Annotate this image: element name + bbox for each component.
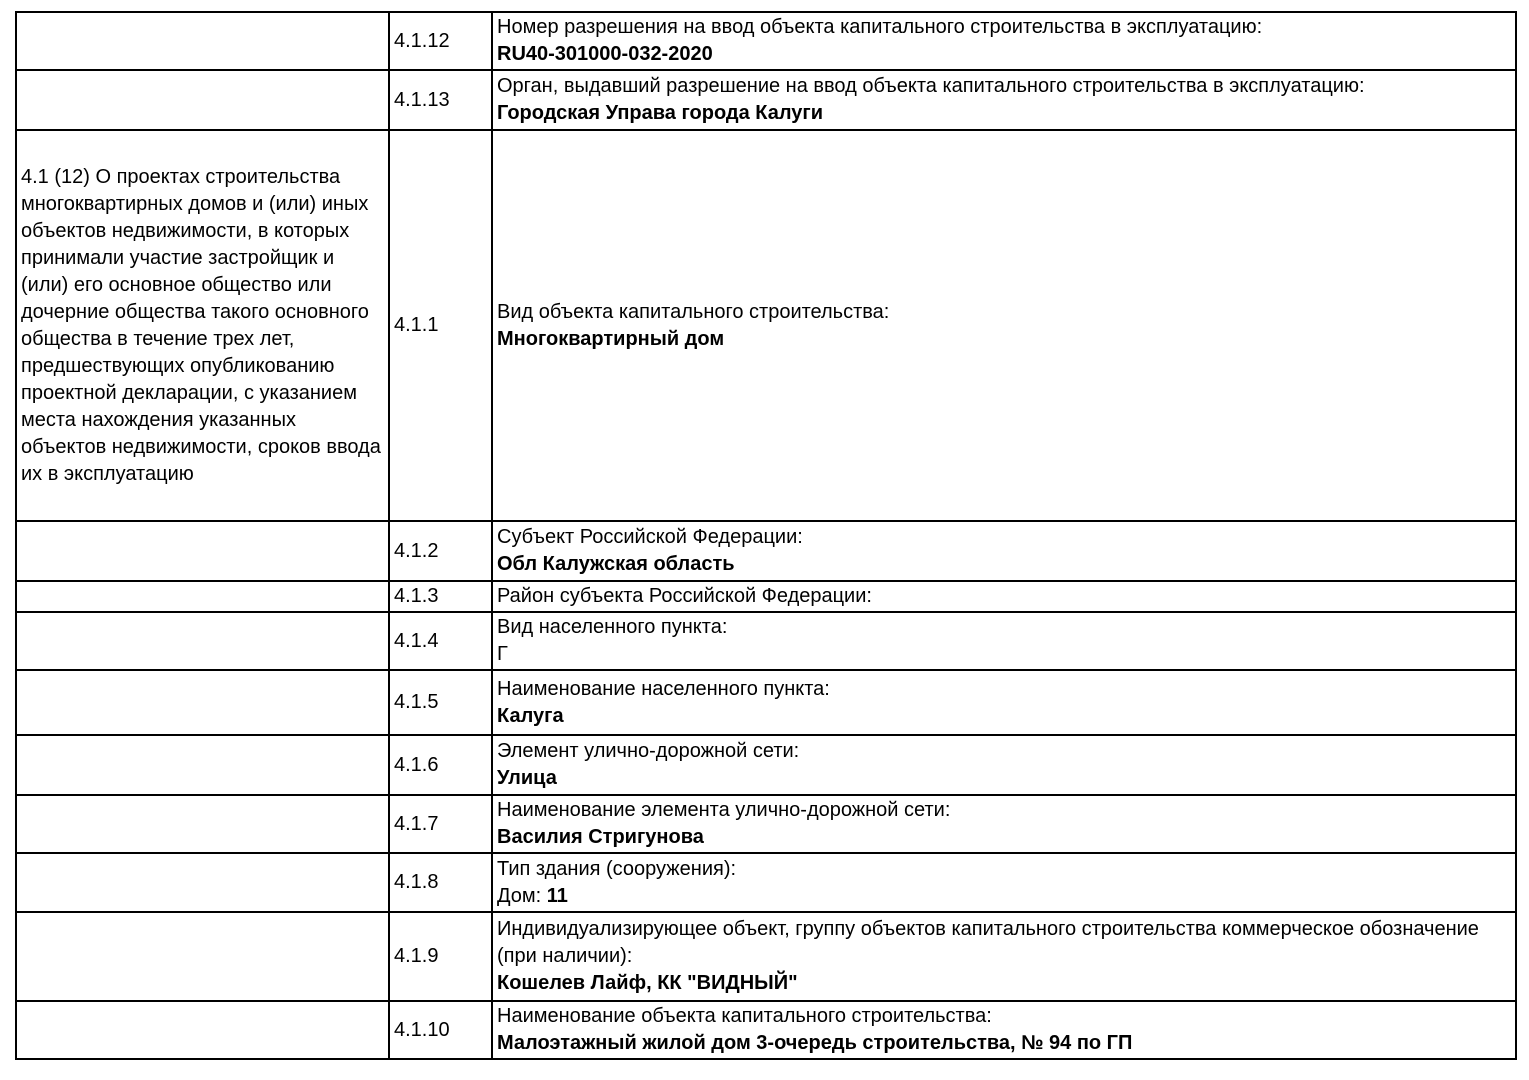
field-label-text: Дом: [497,884,547,907]
field-label-text: Наименование элемента улично-дорожной се… [497,799,951,821]
table-row: 4.1.12 Номер разрешения на ввод объекта … [15,11,1517,71]
row-number-cell: 4.1.1 [388,129,493,522]
row-side-cell [15,669,390,736]
field-label-line: Наименование населенного пункта: [497,676,1511,703]
field-label-line: Тип здания (сооружения): [497,856,1511,883]
row-number-cell: 4.1.12 [388,11,493,71]
field-label-line: Индивидуализирующее объект, группу объек… [497,916,1511,970]
row-content-cell: Наименование объекта капитального строит… [491,1000,1517,1060]
field-label-text: Орган, выдавший разрешение на ввод объек… [497,75,1365,97]
row-side-cell-section-note: 4.1 (12) О проектах строительства многок… [15,129,390,522]
field-value-text: 11 [546,884,568,907]
table-row: 4.1.2 Субъект Российской Федерации: Обл К… [15,520,1517,582]
row-number-cell: 4.1.2 [388,520,493,582]
row-content-cell: Элемент улично-дорожной сети: Улица [491,734,1517,796]
field-label-text: Наименование населенного пункта: [497,677,830,700]
row-number-cell: 4.1.13 [388,69,493,131]
field-label-line: Наименование объекта капитального строит… [497,1003,1511,1030]
row-content-cell: Индивидуализирующее объект, группу объек… [491,911,1517,1002]
row-side-cell [15,520,390,582]
field-value-line: Улица [497,765,1511,792]
field-label-text: Тип здания (сооружения): [497,857,737,880]
field-value-text: RU40-301000-032-2020 [497,43,713,65]
field-value-text: Городская Управа города Калуги [497,102,824,124]
table-row: 4.1.3 Район субъекта Российской Федераци… [15,580,1517,613]
field-label-line: Вид населенного пункта: [497,614,1511,641]
field-label-text: Субъект Российской Федерации: [497,526,803,548]
field-label-text: Элемент улично-дорожной сети: [497,740,800,762]
table-row: 4.1.13 Орган, выдавший разрешение на вво… [15,69,1517,131]
row-side-cell [15,734,390,796]
field-label-line: Субъект Российской Федерации: [497,524,1511,551]
field-value-line: Г [497,641,1511,668]
field-label-line: Наименование элемента улично-дорожной се… [497,797,1511,824]
row-content-cell: Наименование элемента улично-дорожной се… [491,794,1517,854]
field-label-text: Вид объекта капитального строительства: [497,300,890,323]
field-value-text: Улица [497,767,557,789]
field-label-line: Вид объекта капитального строительства: [497,299,1511,326]
field-label-text: Вид населенного пункта: [497,616,728,638]
field-label-line: Номер разрешения на ввод объекта капитал… [497,14,1511,41]
table-row: 4.1.7 Наименование элемента улично-дорож… [15,794,1517,854]
table-row: 4.1.9 Индивидуализирующее объект, группу… [15,911,1517,1002]
row-content-cell: Наименование населенного пункта: Калуга [491,669,1517,736]
document-page: { "document": { "type": "project-declara… [0,11,1529,1080]
field-value-line: Городская Управа города Калуги [497,100,1511,127]
field-label-text: Индивидуализирующее объект, группу объек… [497,918,1479,967]
field-label-text: Наименование объекта капитального строит… [497,1005,992,1027]
row-side-cell [15,611,390,671]
row-content-cell: Район субъекта Российской Федерации: [491,580,1517,613]
row-content-cell: Номер разрешения на ввод объекта капитал… [491,11,1517,71]
row-content-cell: Субъект Российской Федерации: Обл Калужск… [491,520,1517,582]
row-number-cell: 4.1.9 [388,911,493,1002]
field-value-text: Малоэтажный жилой дом 3-очередь строител… [497,1032,1133,1054]
row-content-cell: Тип здания (сооружения): Дом: 11 [491,852,1517,913]
row-content-cell: Вид объекта капитального строительства: М… [491,129,1517,522]
row-side-cell [15,911,390,1002]
row-number-cell: 4.1.8 [388,852,493,913]
row-number-cell: 4.1.4 [388,611,493,671]
field-label-text: Номер разрешения на ввод объекта капитал… [497,16,1263,38]
field-value-line: Обл Калужская область [497,551,1511,578]
table-row: 4.1.6 Элемент улично-дорожной сети: Улица [15,734,1517,796]
field-value-text: Обл Калужская область [497,553,735,575]
row-number-cell: 4.1.3 [388,580,493,613]
table-body: 4.1.12 Номер разрешения на ввод объекта … [15,11,1517,1060]
field-label-line: Орган, выдавший разрешение на ввод объек… [497,73,1511,100]
field-label-line: Район субъекта Российской Федерации: [497,583,1511,610]
row-side-cell [15,852,390,913]
field-value-text: Многоквартирный дом [497,327,725,350]
field-label-text: Г [497,643,508,665]
field-value-line: RU40-301000-032-2020 [497,41,1511,68]
row-number-cell: 4.1.7 [388,794,493,854]
table-row: 4.1.4 Вид населенного пункта: Г [15,611,1517,671]
row-side-cell [15,1000,390,1060]
row-side-cell [15,11,390,71]
field-value-line: Дом: 11 [497,883,1511,910]
field-value-line: Малоэтажный жилой дом 3-очередь строител… [497,1030,1511,1057]
row-number-cell: 4.1.6 [388,734,493,796]
table-row: 4.1.10 Наименование объекта капитального… [15,1000,1517,1060]
row-side-cell [15,580,390,613]
table-row: 4.1 (12) О проектах строительства многок… [15,129,1517,522]
field-value-line: Калуга [497,703,1511,730]
field-value-text: Василия Стригунова [497,826,704,848]
field-value-line: Многоквартирный дом [497,326,1511,353]
field-value-text: Калуга [497,704,564,727]
row-number-cell: 4.1.10 [388,1000,493,1060]
field-value-line: Василия Стригунова [497,824,1511,851]
field-value-text: Кошелев Лайф, КК "ВИДНЫЙ" [497,972,798,994]
table-row: 4.1.5 Наименование населенного пункта: Ка… [15,669,1517,736]
row-content-cell: Вид населенного пункта: Г [491,611,1517,671]
row-side-cell [15,794,390,854]
field-value-line: Кошелев Лайф, КК "ВИДНЫЙ" [497,970,1511,997]
table-row: 4.1.8 Тип здания (сооружения): Дом: 11 [15,852,1517,913]
row-content-cell: Орган, выдавший разрешение на ввод объек… [491,69,1517,131]
field-label-line: Элемент улично-дорожной сети: [497,738,1511,765]
field-label-text: Район субъекта Российской Федерации: [497,585,872,607]
row-number-cell: 4.1.5 [388,669,493,736]
declaration-table: 4.1.12 Номер разрешения на ввод объекта … [15,11,1517,1060]
row-side-cell [15,69,390,131]
